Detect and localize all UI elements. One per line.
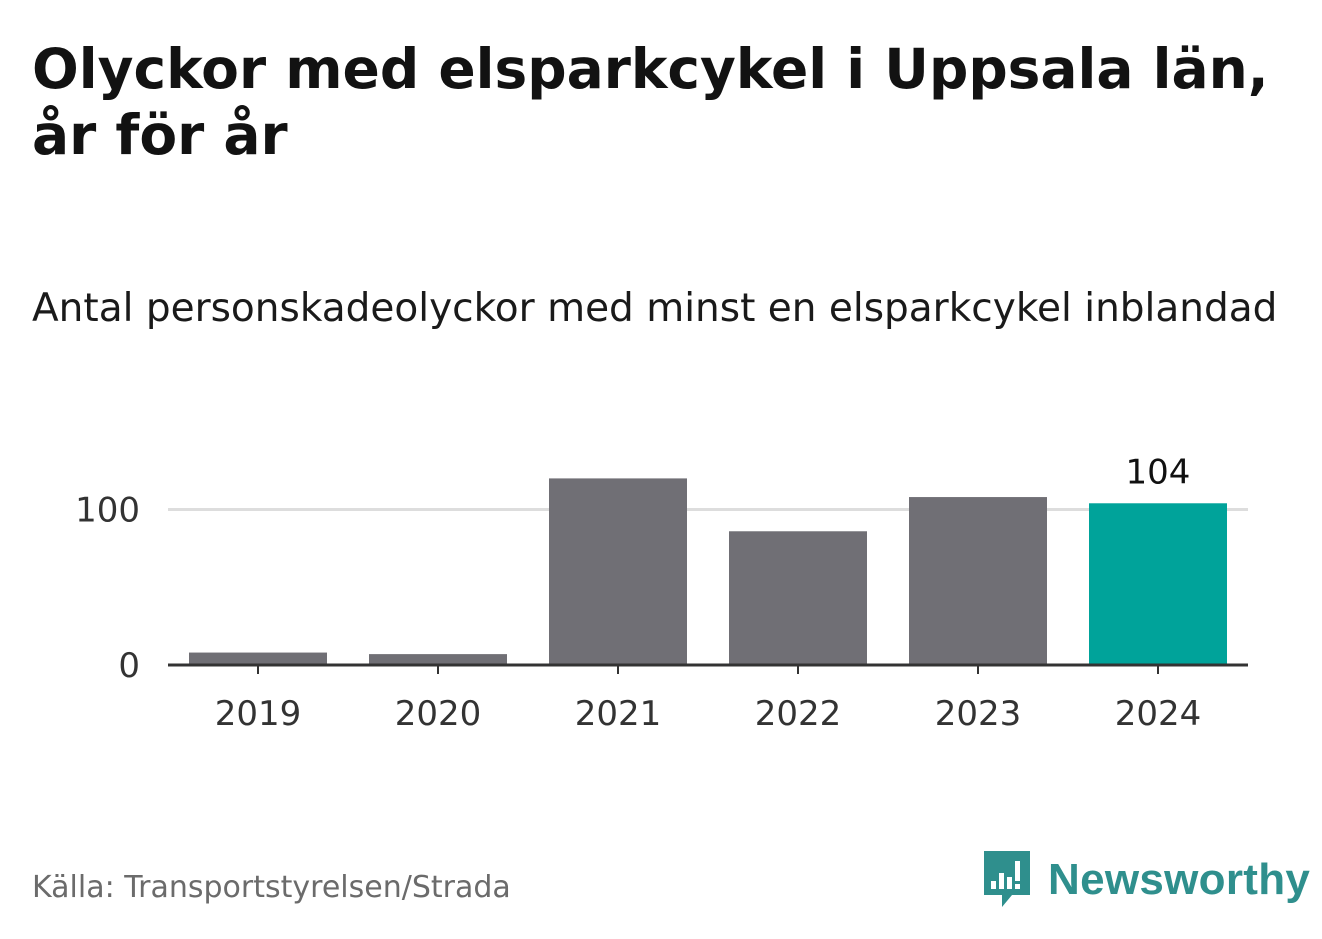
bar [1089,503,1227,665]
chart-subtitle: Antal personskadeolyckor med minst en el… [32,286,1278,331]
data-label: 104 [1126,452,1191,492]
source-note: Källa: Transportstyrelsen/Strada [32,870,511,905]
bar [909,497,1047,665]
bar [549,478,687,665]
y-tick-label: 100 [75,491,140,531]
bar [369,654,507,665]
chart-title: Olyckor med elsparkcykel i Uppsala län, … [32,37,1269,167]
x-tick-label: 2021 [575,694,662,734]
x-tick-label: 2020 [395,694,482,734]
brand-name: Newsworthy [1048,855,1311,904]
brand-logo: Newsworthy [982,848,1310,912]
x-tick-label: 2019 [215,694,302,734]
newsworthy-logo-icon [984,851,1030,907]
x-tick-label: 2023 [935,694,1022,734]
y-tick-label: 0 [118,646,140,686]
x-tick-label: 2022 [755,694,842,734]
bar-chart: 0 100 2019 2020 2021 2022 2023 2024 104 [75,452,1248,734]
bar [729,531,867,665]
x-tick-label: 2024 [1115,694,1202,734]
bar [189,652,327,665]
